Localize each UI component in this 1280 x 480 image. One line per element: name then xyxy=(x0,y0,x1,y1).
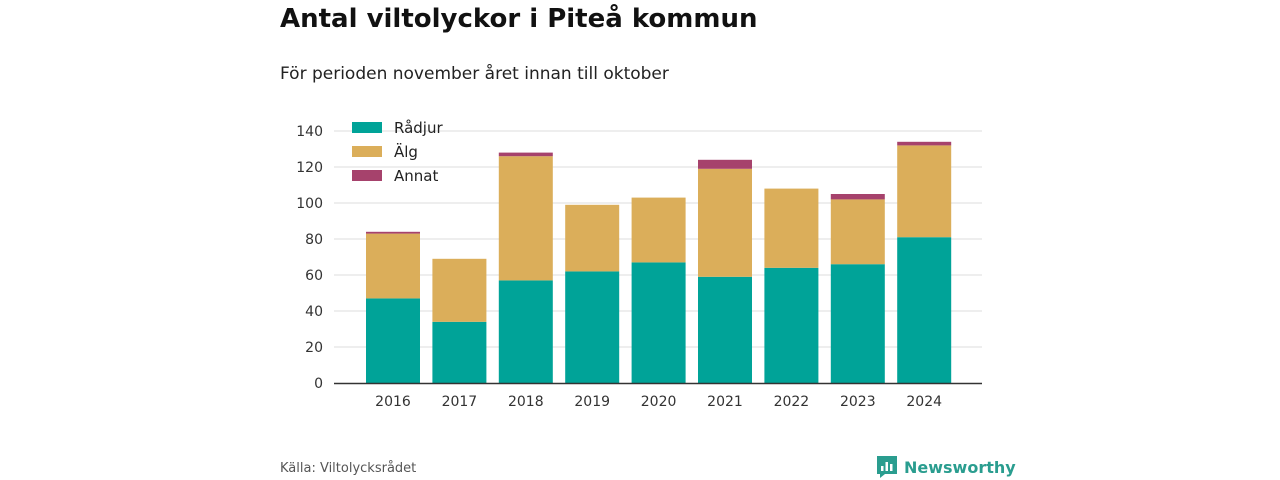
x-tick-label: 2017 xyxy=(442,394,478,410)
legend-label: Älg xyxy=(394,142,418,161)
bar-segment-rådjur[interactable] xyxy=(631,262,686,383)
newsworthy-logo-icon xyxy=(877,456,897,478)
bar-segment-rådjur[interactable] xyxy=(897,237,952,383)
y-tick-label: 120 xyxy=(296,160,323,176)
x-tick-label: 2018 xyxy=(508,394,544,410)
chart-title: Antal viltolyckor i Piteå kommun xyxy=(280,4,758,34)
bar-segment-rådjur[interactable] xyxy=(764,267,819,383)
newsworthy-logo-text: Newsworthy xyxy=(904,457,1016,477)
y-tick-label: 0 xyxy=(314,376,323,392)
x-tick-label: 2024 xyxy=(906,394,942,410)
y-tick-label: 20 xyxy=(305,340,323,356)
axes: 0 20 40 60 80 100 120 140 2016 2017 2018 2019 2020 20… xyxy=(296,124,982,410)
bar-segment-älg[interactable] xyxy=(830,199,885,265)
y-tick-label: 140 xyxy=(296,124,323,140)
x-tick-label: 2016 xyxy=(375,394,411,410)
chart-subtitle: För perioden november året innan till ok… xyxy=(280,64,669,84)
bar-segment-älg[interactable] xyxy=(498,156,553,281)
bar-segment-rådjur[interactable] xyxy=(565,271,620,383)
bar-segment-älg[interactable] xyxy=(631,197,686,263)
bar-segment-annat[interactable] xyxy=(897,141,952,146)
legend-label: Rådjur xyxy=(394,119,443,137)
legend-swatch-rådjur xyxy=(352,122,382,133)
x-tick-label: 2023 xyxy=(840,394,876,410)
bar-segment-älg[interactable] xyxy=(366,233,420,299)
bar-segment-älg[interactable] xyxy=(897,145,952,238)
y-tick-label: 100 xyxy=(296,196,323,212)
x-tick-label: 2020 xyxy=(641,394,677,410)
bar-segment-annat[interactable] xyxy=(830,194,885,200)
bar-segment-älg[interactable] xyxy=(432,258,487,322)
y-tick-label: 40 xyxy=(305,304,323,320)
y-tick-label: 80 xyxy=(305,232,323,248)
bar-segment-annat[interactable] xyxy=(698,159,752,169)
bar-segment-rådjur[interactable] xyxy=(498,280,553,383)
legend: Rådjur Älg Annat xyxy=(352,119,443,185)
bar-segment-älg[interactable] xyxy=(565,204,620,272)
newsworthy-logo[interactable]: Newsworthy xyxy=(876,455,1016,479)
source-note: Källa: Viltolycksrådet xyxy=(280,461,417,476)
legend-swatch-älg xyxy=(352,146,382,157)
legend-swatch-annat xyxy=(352,170,382,181)
bar-segment-rådjur[interactable] xyxy=(432,321,487,383)
bar-segment-älg[interactable] xyxy=(698,168,752,277)
y-tick-label: 60 xyxy=(305,268,323,284)
bar-segment-annat[interactable] xyxy=(366,231,420,234)
bar-segment-älg[interactable] xyxy=(764,188,819,268)
bar-segment-rådjur[interactable] xyxy=(830,264,885,383)
x-tick-label: 2022 xyxy=(774,394,810,410)
x-tick-label: 2021 xyxy=(707,394,743,410)
bars xyxy=(366,141,952,383)
bar-segment-rådjur[interactable] xyxy=(698,276,752,383)
x-tick-label: 2019 xyxy=(574,394,610,410)
bar-segment-rådjur[interactable] xyxy=(366,298,420,383)
legend-label: Annat xyxy=(394,167,438,185)
bar-segment-annat[interactable] xyxy=(498,152,553,157)
